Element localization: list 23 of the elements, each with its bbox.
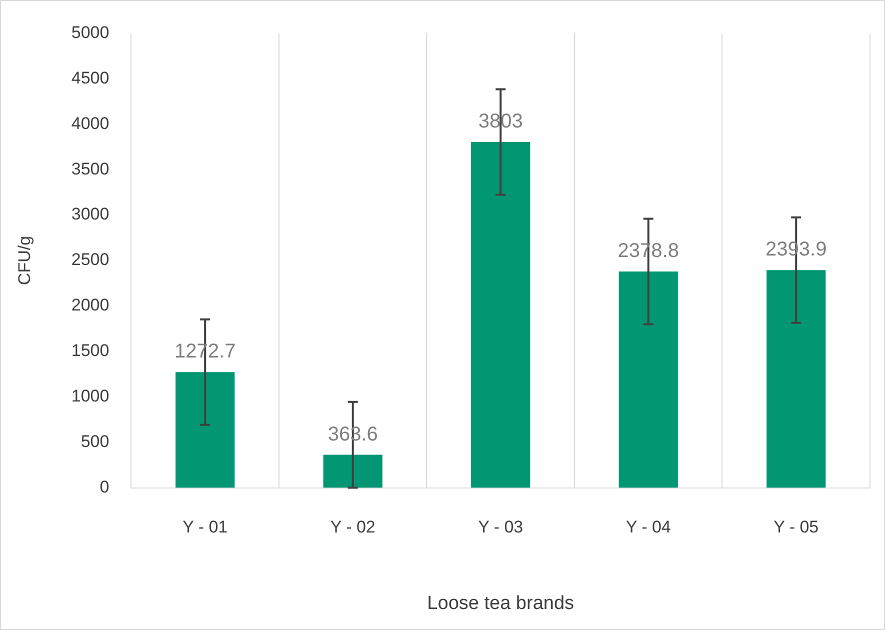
y-tick-label: 3500 xyxy=(71,159,110,178)
y-tick-label: 1000 xyxy=(71,386,110,406)
y-tick-label: 5000 xyxy=(71,22,110,42)
y-tick-label: 4000 xyxy=(71,114,110,133)
x-axis-title: Loose tea brands xyxy=(427,592,574,614)
x-tick-label: Y - 03 xyxy=(478,518,524,537)
y-tick-label: 2000 xyxy=(71,296,110,315)
x-tick-label: Y - 01 xyxy=(182,518,228,537)
y-tick-label: 1500 xyxy=(71,341,110,360)
y-tick-label: 3000 xyxy=(71,204,110,224)
x-tick-label: Y - 04 xyxy=(626,518,671,537)
y-tick-label: 0 xyxy=(100,477,110,496)
y-axis-title: CFU/g xyxy=(14,236,34,286)
bar xyxy=(176,372,235,488)
bar xyxy=(471,142,530,488)
x-tick-label: Y - 02 xyxy=(330,518,376,537)
bar xyxy=(323,454,382,488)
x-tick-label: Y - 05 xyxy=(774,518,819,537)
y-tick-label: 4500 xyxy=(71,68,110,88)
y-tick-label: 2500 xyxy=(71,250,110,270)
bar xyxy=(618,272,678,488)
y-tick-label: 500 xyxy=(80,432,110,452)
bar xyxy=(766,270,826,488)
